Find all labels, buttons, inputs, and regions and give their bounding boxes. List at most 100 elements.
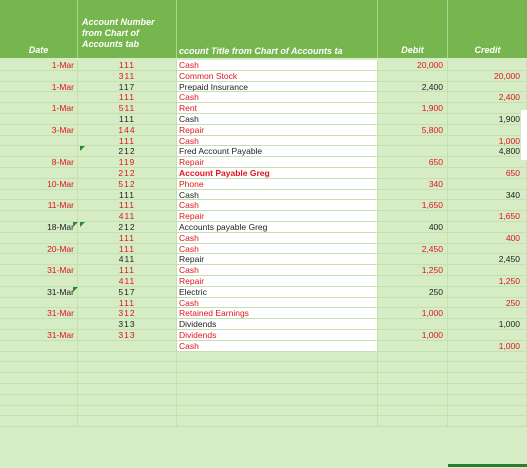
- debit-cell[interactable]: 1,650: [378, 200, 448, 211]
- date-cell[interactable]: [0, 416, 78, 427]
- account-number-cell[interactable]: [78, 362, 177, 373]
- date-cell[interactable]: [0, 405, 78, 416]
- account-number-cell[interactable]: [78, 416, 177, 427]
- account-number-cell[interactable]: 119: [78, 157, 177, 167]
- account-title-cell[interactable]: Dividends: [177, 319, 378, 329]
- account-title-cell[interactable]: Accounts payable Greg: [177, 221, 378, 232]
- date-cell[interactable]: 11-Mar: [0, 200, 78, 211]
- account-number-cell[interactable]: 111: [78, 135, 177, 146]
- date-cell[interactable]: [0, 297, 78, 308]
- account-title-cell[interactable]: Phone: [177, 178, 378, 189]
- account-number-cell[interactable]: 411: [78, 211, 177, 221]
- account-number-cell[interactable]: [78, 394, 177, 405]
- credit-cell[interactable]: [448, 286, 527, 297]
- credit-cell[interactable]: [448, 373, 527, 383]
- date-cell[interactable]: [0, 211, 78, 221]
- account-title-cell[interactable]: Fred Account Payable: [177, 146, 378, 157]
- account-title-cell[interactable]: [177, 383, 378, 394]
- account-title-cell[interactable]: Cash: [177, 297, 378, 308]
- debit-cell[interactable]: 1,250: [378, 265, 448, 275]
- header-debit-cell[interactable]: Debit: [378, 0, 448, 58]
- account-title-cell[interactable]: Repair: [177, 254, 378, 265]
- credit-cell[interactable]: [448, 362, 527, 373]
- date-cell[interactable]: 1-Mar: [0, 103, 78, 113]
- date-cell[interactable]: 3-Mar: [0, 124, 78, 135]
- account-number-cell[interactable]: 111: [78, 200, 177, 211]
- credit-cell[interactable]: [448, 124, 527, 135]
- debit-cell[interactable]: 2,400: [378, 81, 448, 92]
- debit-cell[interactable]: 1,900: [378, 103, 448, 113]
- date-cell[interactable]: 31-Mar: [0, 286, 78, 297]
- debit-cell[interactable]: [378, 254, 448, 265]
- credit-cell[interactable]: [448, 200, 527, 211]
- date-cell[interactable]: 31-Mar: [0, 265, 78, 275]
- debit-cell[interactable]: [378, 146, 448, 157]
- account-number-cell[interactable]: 411: [78, 254, 177, 265]
- account-title-cell[interactable]: Prepaid Insurance: [177, 81, 378, 92]
- debit-cell[interactable]: [378, 167, 448, 178]
- account-number-cell[interactable]: 111: [78, 60, 177, 70]
- credit-cell[interactable]: [448, 351, 527, 362]
- account-number-cell[interactable]: 111: [78, 113, 177, 124]
- debit-cell[interactable]: [378, 70, 448, 81]
- debit-cell[interactable]: [378, 92, 448, 103]
- debit-cell[interactable]: [378, 394, 448, 405]
- account-title-cell[interactable]: Electric: [177, 286, 378, 297]
- account-number-cell[interactable]: 117: [78, 81, 177, 92]
- account-title-cell[interactable]: Cash: [177, 92, 378, 103]
- credit-cell[interactable]: 400: [448, 232, 527, 243]
- credit-cell[interactable]: 4,800: [448, 146, 527, 157]
- debit-cell[interactable]: [378, 383, 448, 394]
- date-cell[interactable]: 1-Mar: [0, 81, 78, 92]
- date-cell[interactable]: 1-Mar: [0, 60, 78, 70]
- debit-cell[interactable]: 1,000: [378, 329, 448, 340]
- credit-cell[interactable]: [448, 178, 527, 189]
- debit-cell[interactable]: [378, 135, 448, 146]
- account-title-cell[interactable]: Cash: [177, 189, 378, 200]
- credit-cell[interactable]: 2,450: [448, 254, 527, 265]
- date-cell[interactable]: [0, 254, 78, 265]
- account-number-cell[interactable]: 111: [78, 265, 177, 275]
- credit-cell[interactable]: [448, 243, 527, 254]
- credit-cell[interactable]: [448, 329, 527, 340]
- date-cell[interactable]: 31-Mar: [0, 308, 78, 319]
- date-cell[interactable]: 8-Mar: [0, 157, 78, 167]
- header-account-title-cell[interactable]: ccount Title from Chart of Accounts ta: [177, 0, 378, 58]
- credit-cell[interactable]: [448, 394, 527, 405]
- debit-cell[interactable]: [378, 232, 448, 243]
- account-title-cell[interactable]: [177, 373, 378, 383]
- account-number-cell[interactable]: 512: [78, 178, 177, 189]
- account-title-cell[interactable]: Account Payable Greg: [177, 167, 378, 178]
- credit-cell[interactable]: 1,900: [448, 113, 527, 124]
- date-cell[interactable]: [0, 373, 78, 383]
- debit-cell[interactable]: [378, 362, 448, 373]
- account-number-cell[interactable]: [78, 373, 177, 383]
- account-number-cell[interactable]: 313: [78, 329, 177, 340]
- debit-cell[interactable]: 400: [378, 221, 448, 232]
- credit-cell[interactable]: 1,650: [448, 211, 527, 221]
- debit-cell[interactable]: 340: [378, 178, 448, 189]
- date-cell[interactable]: [0, 362, 78, 373]
- account-title-cell[interactable]: [177, 416, 378, 427]
- date-cell[interactable]: [0, 189, 78, 200]
- account-number-cell[interactable]: 313: [78, 319, 177, 329]
- debit-cell[interactable]: 5,800: [378, 124, 448, 135]
- date-cell[interactable]: [0, 135, 78, 146]
- date-cell[interactable]: [0, 340, 78, 351]
- credit-cell[interactable]: 340: [448, 189, 527, 200]
- account-number-cell[interactable]: 517: [78, 286, 177, 297]
- account-title-cell[interactable]: Cash: [177, 243, 378, 254]
- debit-cell[interactable]: 250: [378, 286, 448, 297]
- credit-cell[interactable]: 1,000: [448, 319, 527, 329]
- account-number-cell[interactable]: [78, 383, 177, 394]
- credit-cell[interactable]: [448, 157, 527, 167]
- debit-cell[interactable]: [378, 275, 448, 286]
- debit-cell[interactable]: [378, 189, 448, 200]
- credit-cell[interactable]: 250: [448, 297, 527, 308]
- account-title-cell[interactable]: Dividends: [177, 329, 378, 340]
- credit-cell[interactable]: 1,250: [448, 275, 527, 286]
- credit-cell[interactable]: 2,400: [448, 92, 527, 103]
- header-date-cell[interactable]: Date: [0, 0, 78, 58]
- account-number-cell[interactable]: 111: [78, 189, 177, 200]
- account-number-cell[interactable]: [78, 340, 177, 351]
